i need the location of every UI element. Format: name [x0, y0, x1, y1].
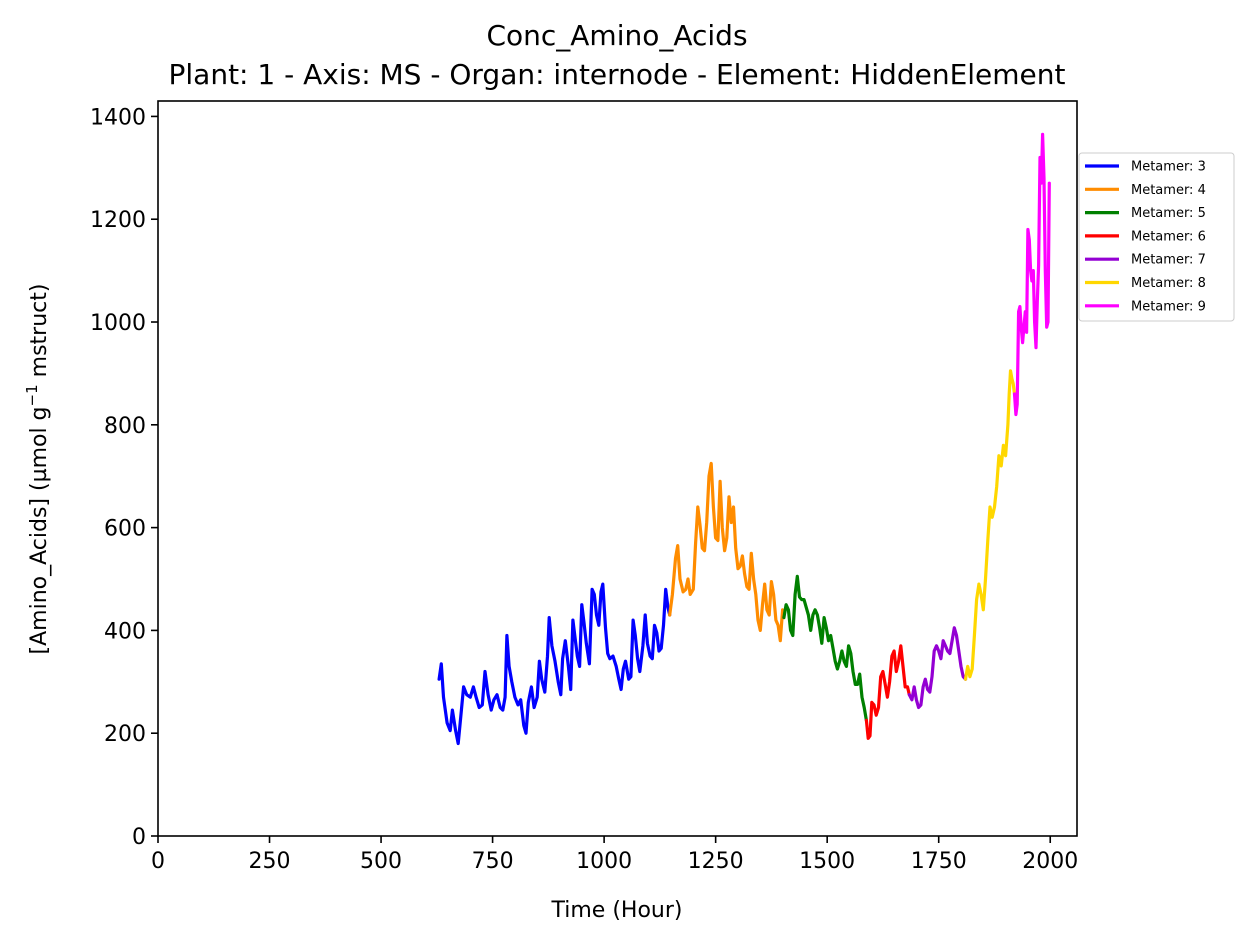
legend-label: Metamer: 9	[1131, 299, 1206, 314]
plot-frame	[157, 100, 1078, 837]
x-tick-label: 1000	[576, 849, 632, 874]
y-tick-label: 200	[104, 722, 146, 747]
legend-box	[1078, 152, 1235, 322]
x-tick-label: 1250	[688, 849, 744, 874]
y-tick-label: 0	[132, 825, 146, 850]
y-tick-label: 1200	[90, 208, 146, 233]
series-line-metamer-5	[782, 574, 868, 722]
y-axis: 0 200 400 600 800 1000 1200 1400	[90, 105, 158, 850]
x-axis: 0 250 500 750 1000 1250 1500 1750 2000	[151, 836, 1078, 874]
legend-label: Metamer: 3	[1131, 160, 1206, 175]
y-axis-label-main: [Amino_Acids] (µmol g	[27, 406, 52, 654]
series-line-metamer-9	[1012, 132, 1051, 417]
legend-label: Metamer: 8	[1131, 276, 1206, 291]
y-axis-label: [Amino_Acids] (µmol g−1 mstruct)	[23, 284, 52, 655]
x-tick-label: 1750	[911, 849, 967, 874]
series-line-metamer-4	[668, 461, 786, 643]
x-tick-label: 250	[249, 849, 291, 874]
x-axis-label: Time (Hour)	[551, 898, 683, 923]
x-tick-label: 750	[472, 849, 514, 874]
y-tick-label: 400	[104, 619, 146, 644]
y-axis-label-tail: mstruct)	[27, 284, 52, 385]
legend-label: Metamer: 7	[1131, 253, 1206, 268]
chart-title: Conc_Amino_Acids	[486, 19, 747, 52]
x-tick-label: 0	[151, 849, 165, 874]
series-line-metamer-3	[437, 582, 672, 746]
legend-label: Metamer: 4	[1131, 183, 1206, 198]
series-layer	[437, 132, 1051, 746]
x-tick-label: 2000	[1022, 849, 1078, 874]
y-tick-label: 1400	[90, 105, 146, 130]
legend-label: Metamer: 6	[1131, 229, 1206, 244]
legend-label: Metamer: 5	[1131, 206, 1206, 221]
y-axis-label-sup: −1	[23, 384, 41, 406]
y-tick-label: 600	[104, 517, 146, 542]
series-line-metamer-8	[963, 369, 1017, 681]
x-tick-label: 500	[360, 849, 402, 874]
y-tick-label: 800	[104, 414, 146, 439]
series-line-metamer-6	[864, 644, 911, 740]
chart-subtitle: Plant: 1 - Axis: MS - Organ: internode -…	[169, 58, 1066, 91]
x-tick-label: 1500	[799, 849, 855, 874]
series-line-metamer-7	[907, 626, 968, 710]
y-tick-label: 1000	[90, 311, 146, 336]
legend: Metamer: 3 Metamer: 4 Metamer: 5 Metamer: 6…	[1078, 152, 1235, 322]
